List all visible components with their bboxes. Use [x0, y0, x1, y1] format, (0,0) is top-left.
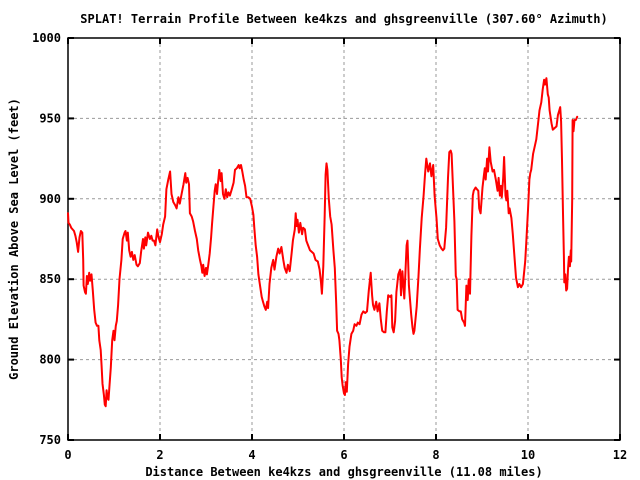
x-axis-label: Distance Between ke4kzs and ghsgreenvill…	[145, 465, 542, 479]
y-tick-label: 900	[39, 192, 61, 206]
x-tick-label: 0	[64, 448, 71, 462]
y-tick-label: 750	[39, 433, 61, 447]
x-tick-label: 4	[248, 448, 255, 462]
y-tick-labels: 750 800 850 900 950 1000	[32, 31, 61, 447]
grid-lines	[68, 38, 620, 440]
y-tick-label: 950	[39, 111, 61, 125]
x-tick-label: 10	[521, 448, 535, 462]
x-tick-label: 8	[432, 448, 439, 462]
terrain-line	[67, 77, 579, 408]
plot-border	[67, 37, 621, 441]
x-tick-labels: 0 2 4 6 8 10 12	[64, 448, 627, 462]
y-tick-label: 1000	[32, 31, 61, 45]
y-tick-label: 850	[39, 272, 61, 286]
x-tick-label: 2	[156, 448, 163, 462]
y-tick-label: 800	[39, 353, 61, 367]
y-axis-label: Ground Elevation Above Sea Level (feet)	[7, 98, 21, 380]
x-tick-label: 6	[340, 448, 347, 462]
x-tick-label: 12	[613, 448, 627, 462]
chart-title: SPLAT! Terrain Profile Between ke4kzs an…	[80, 12, 607, 26]
